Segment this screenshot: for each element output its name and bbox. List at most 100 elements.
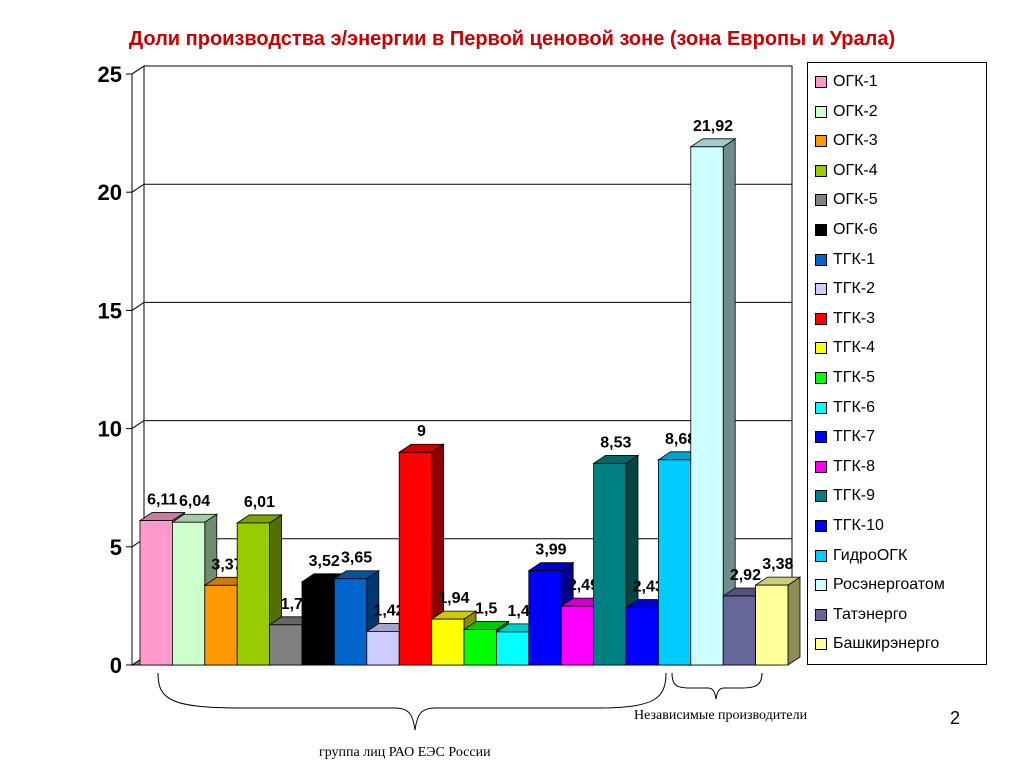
legend-label: ОГК-3 [833,132,878,150]
legend-label: ТГК-1 [833,250,875,268]
bar-12 [527,561,575,666]
bar-front [431,618,465,666]
bar-front [269,624,303,666]
bar-value-label: 6,04 [179,493,210,510]
legend-label: Башкирэнерго [833,635,940,653]
legend-item: ОГК-6 [815,219,878,241]
legend-swatch [815,253,827,266]
legend-label: ОГК-2 [833,102,878,120]
bar-front [722,595,757,666]
legend-item: Татэнерго [815,604,907,626]
bar-front [204,584,238,666]
legend-swatch [815,431,827,444]
legend-label: ГидроОГК [833,546,908,564]
bar-8 [397,443,445,666]
independent-brace [671,672,763,700]
legend-label: ТГК-5 [833,369,875,386]
bar-value-label: 1,94 [438,590,469,607]
legend-item: ТГК-7 [815,426,875,448]
bar-front [301,581,335,666]
bar-value-label: 3,38 [762,556,793,573]
bar-value-label: 2,43 [633,579,664,596]
legend-item: Росэнергоатом [815,574,945,596]
bar-front [463,629,497,666]
legend-label: ОГК-1 [833,73,878,90]
legend-item: ТГК-8 [815,456,875,478]
bar-19 [754,576,802,666]
bar-front [528,570,562,666]
bar-6 [333,569,381,666]
bar-value-label: 1,7 [281,596,303,613]
gridline-side [131,65,145,75]
independent-producers-label: Независимые производители [634,708,808,723]
bar-value-label: 3,52 [309,553,340,570]
legend-label: ТГК-9 [833,487,875,505]
y-tick-label: 5 [110,535,122,560]
legend-item: ТГК-1 [815,249,875,271]
y-axis: 0 5 10 15 20 25 [98,62,133,678]
legend-swatch [815,460,827,473]
bar-front [236,522,270,666]
y-tick-label: 15 [98,298,122,323]
bar-value-label: 3,99 [535,542,566,559]
legend-label: ОГК-4 [833,161,878,179]
legend-label: Росэнергоатом [833,576,945,594]
legend-label: ТГК-8 [833,457,875,475]
legend-item: ТГК-6 [815,397,875,419]
bar-value-label: 2,92 [730,567,761,584]
y-tick-label: 20 [98,180,122,205]
page-number: 2 [950,708,961,728]
legend-swatch [815,283,827,296]
group-braces [157,672,763,731]
bar-value-label: 3,65 [341,550,372,567]
bar-value-label: 3,37 [211,556,242,573]
legend-swatch [815,549,827,562]
bar-front [593,462,627,666]
y-tick-label: 0 [110,653,122,678]
legend-swatch [815,312,827,325]
legend-swatch [815,135,827,148]
legend-swatch [815,520,827,532]
chart-title: Доли производства э/энергии в Первой цен… [128,28,896,50]
legend-swatch [815,638,827,651]
legend-label: ОГК-5 [833,191,878,209]
bar-value-label: 9 [417,423,426,440]
legend-item: ТГК-9 [815,485,875,507]
gridline-side [131,420,145,430]
bar-front [690,146,724,666]
legend-item: ТГК-2 [815,278,875,300]
legend-swatch [815,490,827,503]
bar-front [755,584,789,666]
bar-side [722,138,736,666]
y-tick-label: 10 [98,417,122,442]
gridline-side [131,301,145,311]
legend-item: ОГК-5 [815,189,878,211]
bar-value-label: 1,42 [373,602,404,619]
bar-value-label: 8,68 [665,431,696,448]
legend-label: ТГК-6 [833,398,875,416]
bar-17 [689,138,737,666]
bar-front [333,578,368,666]
legend-item: ОГК-2 [815,101,878,123]
legend-label: ТГК-4 [833,339,875,357]
legend-item: Башкирэнерго [815,633,939,655]
bar-front [560,605,595,666]
bar-value-label: 2,49 [568,577,599,594]
legend-swatch [815,105,827,118]
legend-label: ТГК-3 [833,309,875,327]
legend-item: ГидроОГК [815,545,907,567]
legend-label: Татэнерго [833,605,908,623]
legend-swatch [815,194,827,207]
legend-item: ТГК-4 [815,337,875,359]
legend-swatch [815,372,827,384]
y-tick-label: 25 [98,62,122,87]
bar-value-label: 21,92 [693,118,733,135]
legend-swatch [815,76,827,88]
legend-swatch [815,224,827,236]
legend-item: ТГК-5 [815,367,875,389]
bar-value-label: 8,53 [600,434,631,451]
bar-front [171,521,206,666]
rao-group-brace [157,672,667,731]
legend-item: ТГК-10 [815,515,884,537]
